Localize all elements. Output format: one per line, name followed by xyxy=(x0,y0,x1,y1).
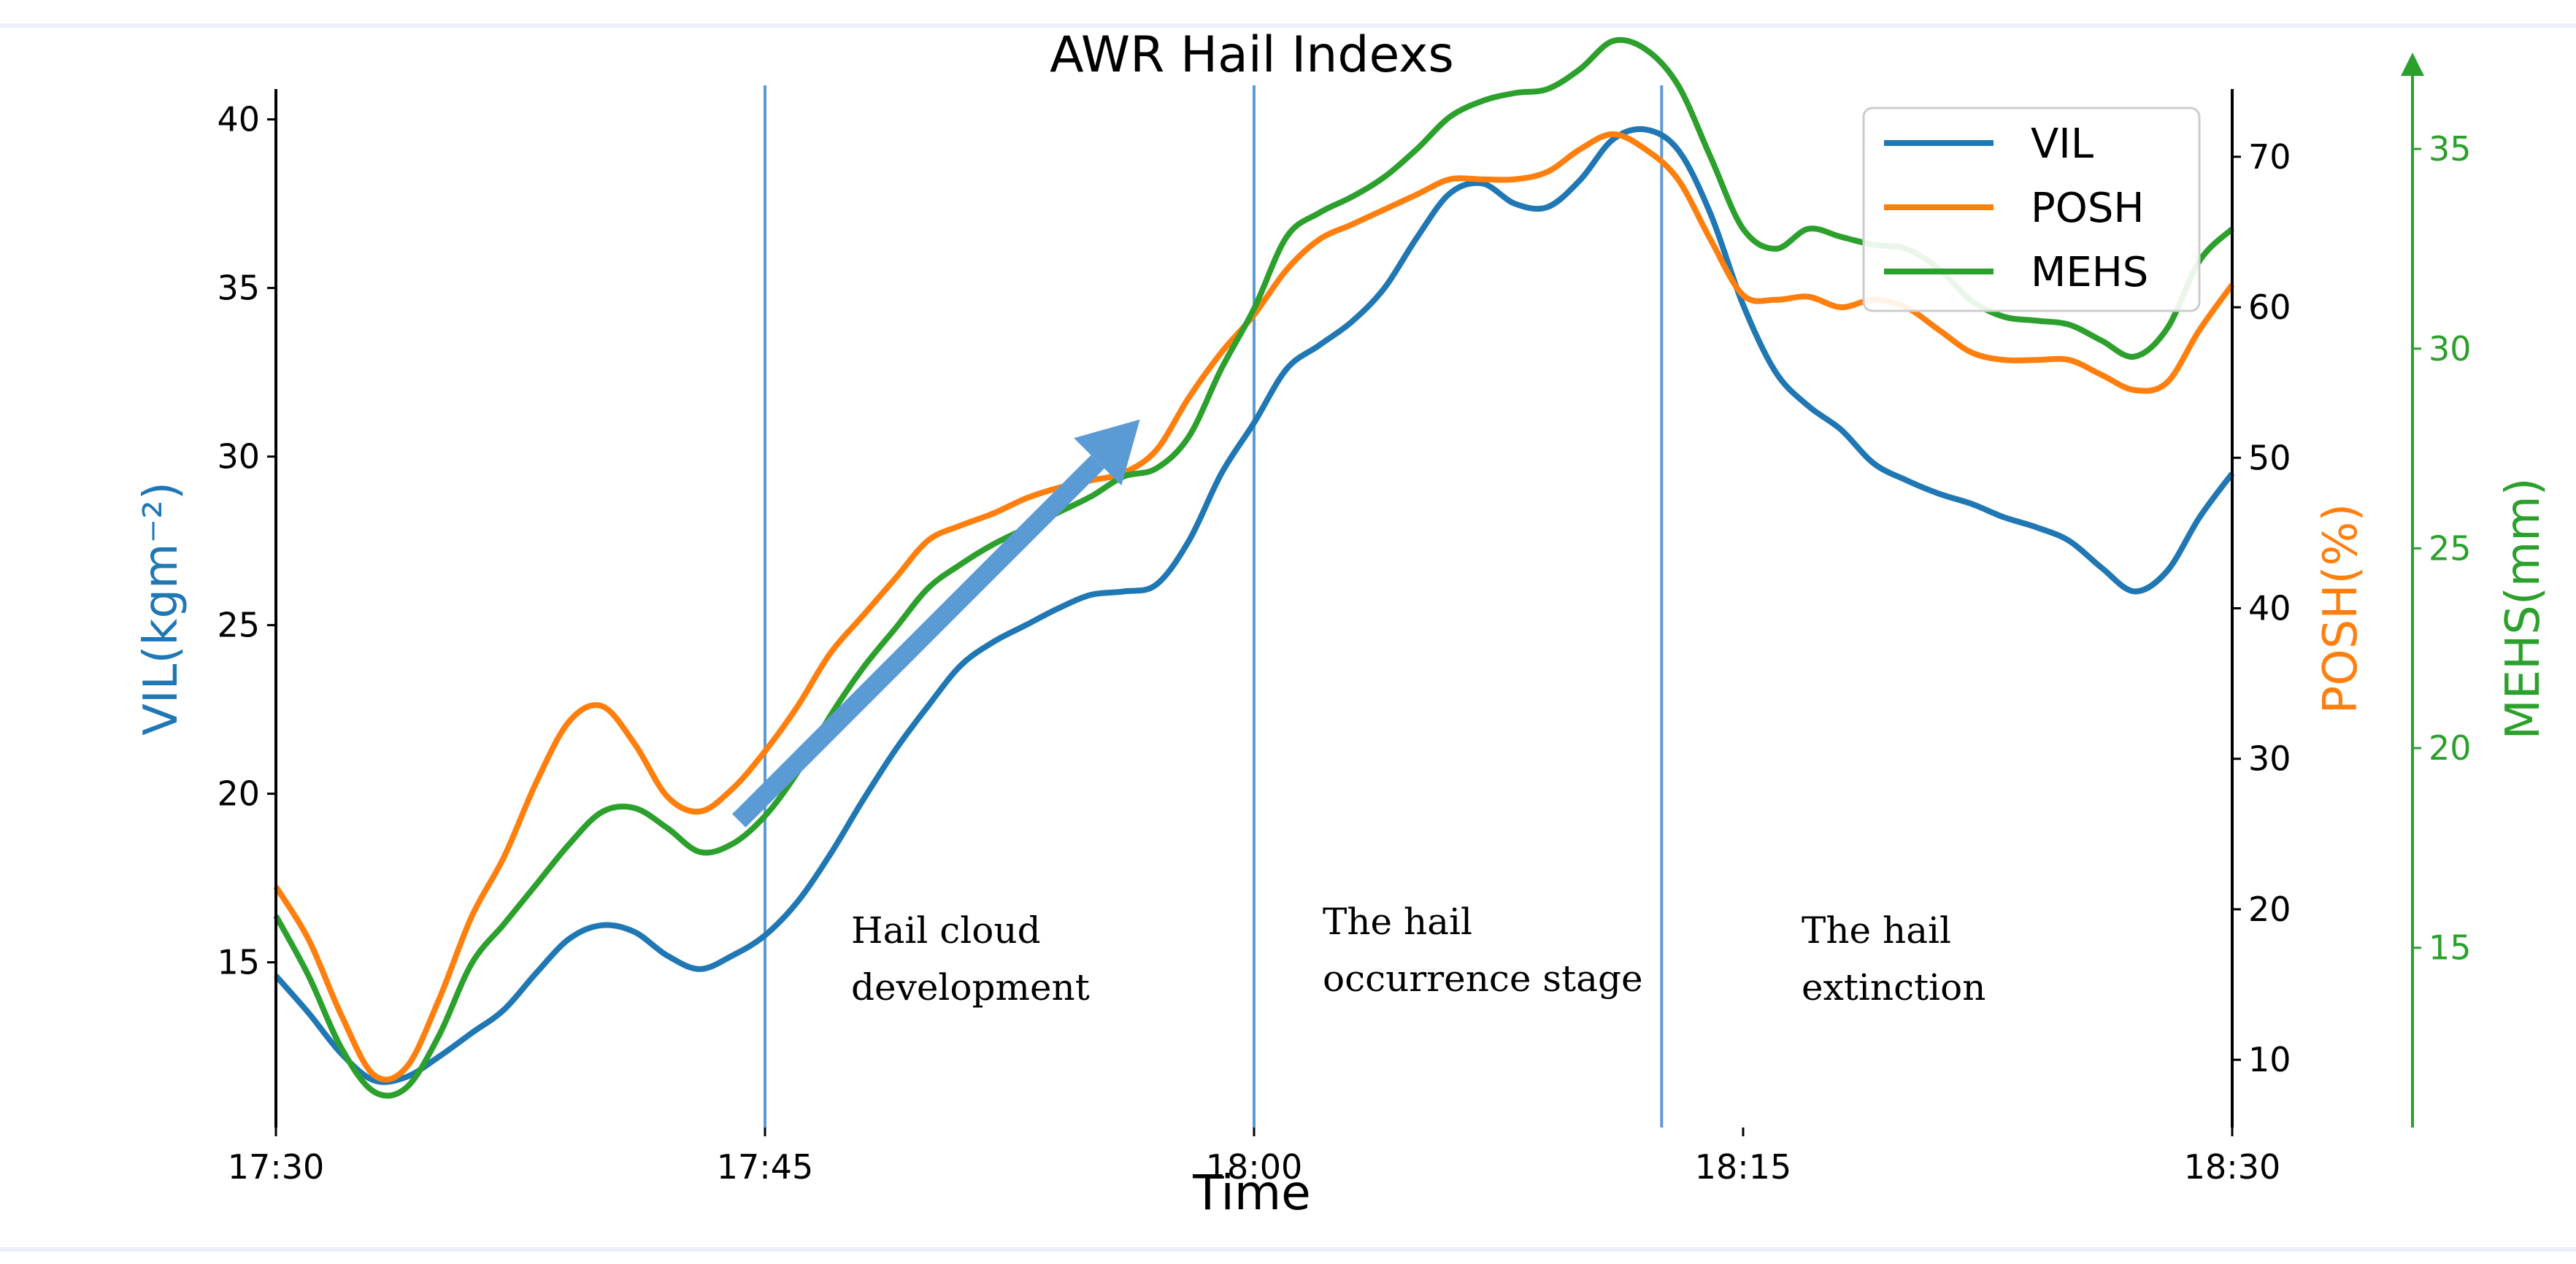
series-line-vil xyxy=(273,126,2235,1085)
mehs-tick-label: 20 xyxy=(2429,728,2472,768)
x-tick-label: 17:30 xyxy=(228,1147,325,1187)
mehs-axis-label: MEHS(mm) xyxy=(2496,477,2550,739)
legend-frame xyxy=(1862,107,2201,312)
posh-tick-label: 30 xyxy=(2248,739,2291,779)
trend-arrow-shaft xyxy=(732,455,1104,828)
mehs-axis-arrow-icon xyxy=(2401,53,2424,76)
mehs-tick-label: 25 xyxy=(2429,528,2472,568)
stage-label-3: The hail extinction xyxy=(1802,909,1985,1009)
legend-label-posh: POSH xyxy=(2031,185,2145,232)
mehs-tick-label: 15 xyxy=(2429,928,2472,968)
x-axis-label: Time xyxy=(1192,1165,1311,1221)
trend-arrow-head-icon xyxy=(1074,419,1140,486)
vil-tick-label: 20 xyxy=(217,774,260,814)
stage-label-line: occurrence stage xyxy=(1323,957,1643,1000)
legend-label-vil: VIL xyxy=(2031,120,2094,168)
stage-label-line: extinction xyxy=(1802,966,1985,1009)
vil-tick-label: 35 xyxy=(217,269,260,308)
vil-tick-label: 40 xyxy=(217,100,260,139)
chart-title: AWR Hail Indexs xyxy=(1050,26,1454,84)
x-tick-label: 17:45 xyxy=(717,1147,814,1187)
posh-axis-label: POSH(%) xyxy=(2314,504,2368,714)
x-tick-label: 18:30 xyxy=(2184,1147,2281,1187)
stage-label-line: The hail xyxy=(1802,909,1951,952)
stage-label-line: The hail xyxy=(1323,901,1472,943)
mehs-tick-label: 30 xyxy=(2429,329,2472,369)
legend-label-mehs: MEHS xyxy=(2031,249,2148,296)
stage-label-line: Hail cloud xyxy=(851,909,1041,952)
stage-label-1: Hail cloud development xyxy=(851,909,1090,1009)
posh-tick-label: 40 xyxy=(2248,589,2291,628)
posh-tick-label: 70 xyxy=(2248,137,2291,177)
vil-tick-label: 30 xyxy=(217,437,260,477)
vil-axis-label: VIL(kgm⁻²) xyxy=(134,482,188,736)
posh-tick-label: 20 xyxy=(2248,890,2291,929)
posh-tick-label: 60 xyxy=(2248,288,2291,327)
vil-tick-label: 15 xyxy=(217,943,260,982)
mehs-tick-label: 35 xyxy=(2429,129,2472,169)
x-tick-label: 18:00 xyxy=(1206,1147,1303,1187)
posh-tick-label: 50 xyxy=(2248,438,2291,477)
stage-label-line: development xyxy=(851,966,1090,1009)
posh-tick-label: 10 xyxy=(2248,1040,2291,1079)
x-tick-label: 18:15 xyxy=(1695,1147,1792,1187)
legend: VIL POSH MEHS xyxy=(1862,107,2201,312)
stage-label-2: The hail occurrence stage xyxy=(1323,901,1643,1000)
vil-tick-label: 25 xyxy=(217,606,260,645)
